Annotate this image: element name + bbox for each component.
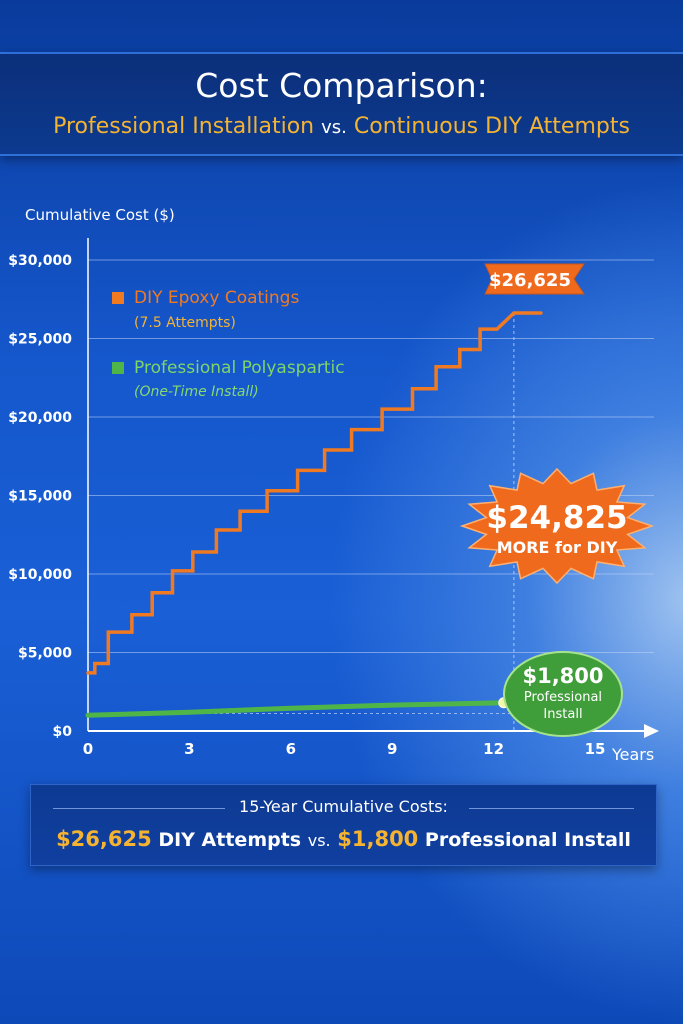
page-subtitle: Professional Installation vs. Continuous… xyxy=(0,114,683,139)
y-tick-label: $20,000 xyxy=(8,410,72,426)
title-banner: Cost Comparison: Professional Installati… xyxy=(0,52,683,156)
difference-starburst xyxy=(459,467,655,585)
y-tick-label: $10,000 xyxy=(8,567,72,583)
subtitle-vs: vs. xyxy=(321,117,347,138)
legend-label-diy: DIY Epoxy Coatings xyxy=(134,288,299,308)
summary-line: $26,625 DIY Attempts vs. $1,800 Professi… xyxy=(31,827,656,851)
professional-total-badge xyxy=(503,651,623,737)
summary-pro-text: Professional Install xyxy=(424,829,631,851)
x-tick-label: 3 xyxy=(184,740,194,758)
summary-diy-text: DIY Attempts xyxy=(158,829,302,851)
diy-series-line xyxy=(86,311,543,675)
y-tick-label: $30,000 xyxy=(8,253,72,269)
x-tick-label: 12 xyxy=(483,740,504,758)
legend-note-diy: (7.5 Attempts) xyxy=(134,315,236,331)
y-tick-label: $25,000 xyxy=(8,332,72,348)
subtitle-professional: Professional Installation xyxy=(53,114,315,139)
diy-total-label: $26,625 xyxy=(489,270,571,291)
professional-total-line2: Install xyxy=(543,707,582,722)
difference-value: $24,825 xyxy=(486,500,627,536)
summary-vs: vs. xyxy=(307,831,331,850)
summary-heading: 15-Year Cumulative Costs: xyxy=(239,797,448,816)
diy-total-ribbon xyxy=(484,263,585,295)
summary-pro-value: $1,800 xyxy=(337,827,419,851)
x-tick-label: 0 xyxy=(83,740,93,758)
professional-total-line1: Professional xyxy=(524,690,602,705)
professional-series-line xyxy=(85,700,507,718)
y-tick-label: $15,000 xyxy=(8,489,72,505)
x-tick-label: 9 xyxy=(387,740,397,758)
legend-note-professional: (One-Time Install) xyxy=(134,384,259,400)
x-axis-label: Years xyxy=(611,745,654,764)
y-tick-label: $5,000 xyxy=(18,646,72,662)
summary-rule-right xyxy=(469,808,634,809)
summary-rule-left xyxy=(53,808,225,809)
x-tick-label: 6 xyxy=(286,740,296,758)
cost-comparison-chart: $0 $5,000 $10,000 $15,000 $20,000 $25,000 $30,… xyxy=(8,206,659,764)
x-tick-label: 15 xyxy=(585,740,606,758)
y-axis-label: Cumulative Cost ($) xyxy=(25,206,175,224)
professional-total-value: $1,800 xyxy=(522,664,603,688)
page-title: Cost Comparison: xyxy=(195,66,488,105)
subtitle-diy: Continuous DIY Attempts xyxy=(353,114,630,139)
y-tick-label: $0 xyxy=(53,724,73,740)
summary-diy-value: $26,625 xyxy=(56,827,152,851)
summary-box: 15-Year Cumulative Costs: $26,625 DIY At… xyxy=(30,784,657,866)
difference-text: MORE for DIY xyxy=(497,538,618,557)
x-axis-arrow xyxy=(644,724,659,738)
legend-swatch-professional xyxy=(112,362,124,374)
legend-swatch-diy xyxy=(112,292,124,304)
legend-label-professional: Professional Polyaspartic xyxy=(134,358,345,378)
